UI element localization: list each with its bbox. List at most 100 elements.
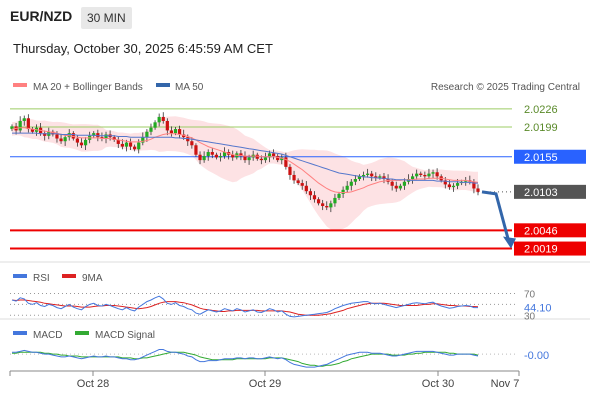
candle-body — [345, 185, 349, 190]
legend-macd-signal-swatch — [75, 331, 89, 335]
candle-body — [222, 152, 227, 157]
level-tag-2.0019 — [514, 241, 586, 256]
candle-body — [104, 134, 108, 139]
candle-body — [51, 131, 55, 135]
candle-body — [312, 195, 317, 200]
macd-last-value: -0.00 — [524, 350, 549, 362]
candle-body — [112, 137, 116, 140]
candle-body — [333, 197, 337, 204]
legend-ma50-label: MA 50 — [175, 82, 204, 93]
candle-body — [43, 133, 47, 136]
candle-body — [378, 176, 382, 178]
candle-body — [272, 153, 276, 157]
candle-body — [284, 157, 288, 167]
candle-body — [349, 181, 353, 186]
candle-body — [173, 129, 178, 134]
candle-body — [182, 134, 186, 138]
candle-body — [329, 203, 333, 208]
candle-body — [455, 183, 460, 186]
candle-body — [218, 156, 223, 158]
candle-body — [161, 116, 165, 121]
legend-rsi-label: RSI — [33, 273, 50, 284]
candle-body — [120, 143, 124, 147]
candle-body — [116, 139, 120, 144]
candle-body — [419, 173, 423, 175]
level-label-2.0103: 2.0103 — [524, 187, 558, 199]
candle-body — [325, 206, 329, 208]
candle-body — [124, 142, 129, 147]
candle-body — [394, 185, 398, 189]
candle-body — [316, 199, 321, 204]
candle-body — [10, 126, 14, 130]
candle-body — [202, 156, 206, 161]
candle-body — [300, 183, 304, 186]
candle-body — [145, 131, 149, 138]
candle-body — [165, 120, 169, 131]
candle-body — [263, 157, 268, 161]
candle-body — [18, 120, 22, 131]
candle-body — [464, 180, 468, 182]
level-tag-2.0103 — [514, 184, 586, 199]
candle-body — [304, 185, 308, 192]
ma20-line — [11, 127, 479, 193]
candle-body — [153, 122, 157, 128]
candle-body — [30, 129, 35, 132]
candle-body — [423, 174, 427, 177]
candle-body — [447, 184, 451, 188]
candle-body — [443, 180, 447, 185]
candle-body — [210, 152, 214, 155]
legend-rsi-ma-swatch — [62, 274, 76, 278]
legend-macd-label: MACD — [33, 330, 62, 341]
x-tick-label: Nov 7 — [491, 378, 520, 390]
timeframe-badge[interactable]: 30 MIN — [81, 7, 132, 29]
candle-body — [194, 145, 198, 155]
candle-body — [267, 153, 272, 158]
level-label-2.0019: 2.0019 — [524, 244, 558, 256]
candle-body — [83, 139, 88, 146]
rsi-tick-30: 30 — [524, 311, 536, 322]
candle-body — [63, 137, 67, 142]
candle-body — [247, 157, 251, 161]
candle-body — [26, 118, 30, 130]
legend-macd-swatch — [13, 331, 27, 335]
level-label-2.0226: 2.0226 — [524, 104, 558, 116]
candle-body — [321, 203, 325, 207]
candle-body — [198, 154, 202, 161]
candle-body — [243, 156, 247, 161]
candle-body — [169, 130, 174, 134]
x-tick-label: Oct 29 — [249, 378, 281, 390]
x-tick-label: Oct 28 — [77, 378, 109, 390]
candle-body — [259, 158, 263, 161]
candle-body — [398, 185, 402, 189]
candle-body — [476, 188, 480, 192]
candle-body — [75, 138, 80, 143]
rsi-line — [11, 295, 478, 318]
candle-body — [415, 173, 419, 177]
level-tag-2.0046 — [514, 223, 586, 238]
candle-body — [177, 129, 182, 135]
macd-line — [12, 349, 479, 368]
legend-ma20-label: MA 20 + Bollinger Bands — [33, 82, 143, 93]
candle-body — [308, 191, 313, 196]
candle-body — [190, 141, 194, 146]
candle-body — [370, 173, 374, 177]
candle-body — [296, 180, 300, 184]
level-label-2.0199: 2.0199 — [524, 122, 558, 134]
candle-body — [55, 134, 59, 139]
candle-body — [451, 185, 456, 188]
candle-body — [435, 172, 439, 177]
rsi-ma-line — [11, 299, 479, 316]
candle-body — [366, 173, 370, 175]
rsi-tick-70: 70 — [524, 289, 536, 300]
candle-body — [231, 154, 235, 158]
candle-body — [382, 176, 386, 180]
candle-body — [361, 174, 366, 177]
candle-body — [276, 156, 280, 161]
candle-body — [186, 137, 190, 142]
credit-label: Research © 2025 Trading Central — [431, 82, 580, 93]
candle-body — [337, 193, 341, 198]
candle-body — [79, 142, 84, 146]
candle-body — [239, 153, 243, 157]
rsi-last-value: 44.10 — [524, 303, 552, 315]
